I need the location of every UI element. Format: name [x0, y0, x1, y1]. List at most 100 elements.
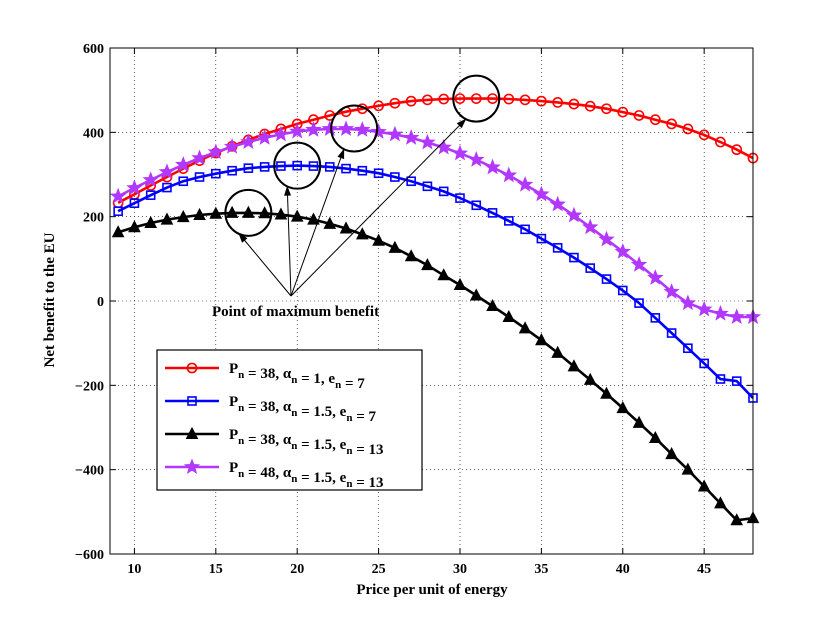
data-point — [681, 462, 695, 475]
data-point — [469, 288, 483, 301]
data-point — [549, 195, 566, 212]
data-point — [731, 144, 743, 156]
data-point — [193, 207, 206, 220]
data-point — [519, 94, 531, 106]
data-point — [568, 98, 580, 110]
y-tick-label: −400 — [75, 464, 104, 479]
legend-item: Pn = 48, αn = 1.5, en = 13 — [165, 458, 384, 491]
data-point — [438, 186, 449, 197]
y-tick-label: 0 — [97, 295, 104, 310]
annotation-arrowhead — [456, 118, 467, 129]
data-point — [321, 120, 338, 136]
highlight-circle — [224, 188, 273, 237]
data-point — [715, 136, 726, 148]
data-point — [569, 252, 579, 263]
highlight-circle — [330, 104, 379, 153]
y-tick-label: 600 — [83, 42, 104, 57]
series-line — [117, 164, 754, 399]
highlight-layer — [224, 74, 501, 297]
legend-marker — [185, 426, 199, 439]
data-point — [191, 149, 208, 165]
data-point — [323, 216, 337, 229]
data-point — [386, 125, 404, 142]
data-point — [633, 110, 645, 121]
data-point — [601, 103, 612, 115]
data-point — [516, 175, 534, 192]
data-point — [666, 118, 678, 130]
series-3 — [111, 205, 760, 526]
data-point — [598, 230, 615, 247]
data-point — [225, 205, 239, 218]
series-4 — [109, 120, 762, 325]
x-axis-label: Price per unit of energy — [356, 582, 508, 598]
annotation-arrow — [237, 232, 292, 297]
annotation-arrow — [286, 185, 292, 297]
data-point — [290, 209, 304, 222]
data-point — [388, 240, 402, 253]
data-point — [504, 216, 514, 226]
data-point — [339, 221, 353, 234]
data-point — [533, 185, 550, 202]
data-point — [435, 138, 452, 155]
data-point — [437, 268, 451, 281]
data-point — [500, 166, 518, 183]
data-point — [389, 97, 401, 109]
data-point — [126, 179, 143, 196]
data-point — [341, 163, 351, 174]
legend-item: Pn = 38, αn = 1.5, en = 7 — [165, 394, 377, 425]
data-point — [486, 298, 499, 312]
legend-marker — [186, 362, 198, 374]
data-point — [503, 93, 515, 105]
data-point — [276, 161, 286, 171]
data-point — [405, 95, 417, 107]
data-point — [683, 343, 693, 354]
data-point — [487, 208, 498, 218]
data-point — [502, 309, 516, 323]
data-point — [518, 321, 532, 334]
data-point — [162, 182, 172, 193]
annotation-text: Point of maximum benefit — [212, 304, 379, 320]
annotation-arrowhead — [238, 232, 248, 243]
data-point — [484, 158, 501, 175]
data-point — [160, 212, 174, 225]
legend-label: Pn = 38, αn = 1.5, en = 13 — [229, 427, 384, 458]
data-point — [128, 220, 141, 233]
legend-marker — [183, 458, 201, 475]
data-point — [451, 144, 469, 161]
data-point — [666, 328, 677, 338]
data-point — [324, 162, 335, 172]
data-point — [402, 129, 420, 145]
data-point — [111, 225, 125, 238]
data-point — [468, 151, 485, 167]
data-point — [520, 224, 530, 235]
data-point — [404, 249, 418, 262]
data-point — [650, 313, 661, 323]
data-point — [227, 165, 237, 176]
data-point — [223, 138, 241, 154]
data-point — [242, 205, 255, 218]
data-point — [536, 233, 547, 244]
y-tick-label: 400 — [83, 126, 104, 141]
data-point — [616, 401, 630, 414]
data-point — [194, 172, 205, 182]
data-point — [370, 123, 387, 139]
data-point — [649, 430, 662, 444]
data-point — [129, 198, 140, 208]
data-point — [600, 386, 613, 399]
data-point — [272, 125, 290, 142]
data-point — [649, 114, 661, 126]
annotation-arrow — [290, 118, 467, 297]
data-point — [357, 165, 368, 176]
y-axis-label: Net benefit to the EU — [42, 232, 58, 367]
data-point — [307, 212, 320, 225]
data-point — [601, 274, 612, 284]
data-point — [714, 496, 727, 509]
data-point — [355, 227, 369, 240]
data-point — [354, 121, 371, 137]
series-layer — [109, 93, 762, 526]
legend-label: Pn = 48, αn = 1.5, en = 13 — [229, 460, 384, 491]
data-point — [712, 304, 729, 321]
data-point — [158, 163, 176, 179]
highlight-circle — [452, 74, 501, 123]
